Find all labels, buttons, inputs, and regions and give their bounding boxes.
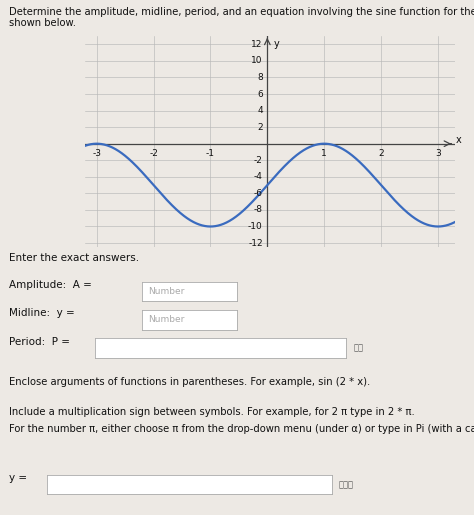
Text: -6: -6 [254, 189, 263, 198]
Text: Enter the exact answers.: Enter the exact answers. [9, 253, 139, 263]
Text: -2: -2 [254, 156, 263, 165]
Text: Include a multiplication sign between symbols. For example, for 2 π type in 2 * : Include a multiplication sign between sy… [9, 407, 414, 417]
Text: 4: 4 [257, 106, 263, 115]
Text: -3: -3 [92, 149, 101, 159]
Text: Number: Number [148, 287, 184, 296]
Text: x: x [456, 134, 462, 145]
Text: 10: 10 [251, 56, 263, 65]
Text: 2: 2 [257, 123, 263, 132]
Text: For the number π, either choose π from the drop-down menu (under α) or type in P: For the number π, either choose π from t… [9, 424, 474, 434]
Text: Number: Number [148, 315, 184, 324]
Text: -12: -12 [248, 238, 263, 248]
Text: ⬜⬜: ⬜⬜ [353, 344, 363, 353]
Text: y: y [274, 39, 280, 49]
Text: Amplitude:  A =: Amplitude: A = [9, 280, 91, 290]
Text: 3: 3 [435, 149, 441, 159]
Text: Period:  P =: Period: P = [9, 337, 70, 347]
Text: -1: -1 [206, 149, 215, 159]
Text: 8: 8 [257, 73, 263, 82]
Text: Enclose arguments of functions in parentheses. For example, sin (2 * x).: Enclose arguments of functions in parent… [9, 377, 370, 387]
Text: 2: 2 [378, 149, 384, 159]
Text: -2: -2 [149, 149, 158, 159]
Text: Midline:  y =: Midline: y = [9, 308, 74, 318]
Text: -10: -10 [248, 222, 263, 231]
Text: ⬜⬜⬜: ⬜⬜⬜ [339, 480, 354, 489]
Text: shown below.: shown below. [9, 18, 75, 28]
Text: -8: -8 [254, 205, 263, 214]
Text: -4: -4 [254, 173, 263, 181]
Text: y =: y = [9, 473, 27, 483]
Text: 12: 12 [251, 40, 263, 49]
Text: Determine the amplitude, midline, period, and an equation involving the sine fun: Determine the amplitude, midline, period… [9, 7, 474, 16]
Text: 1: 1 [321, 149, 327, 159]
Text: 6: 6 [257, 90, 263, 98]
